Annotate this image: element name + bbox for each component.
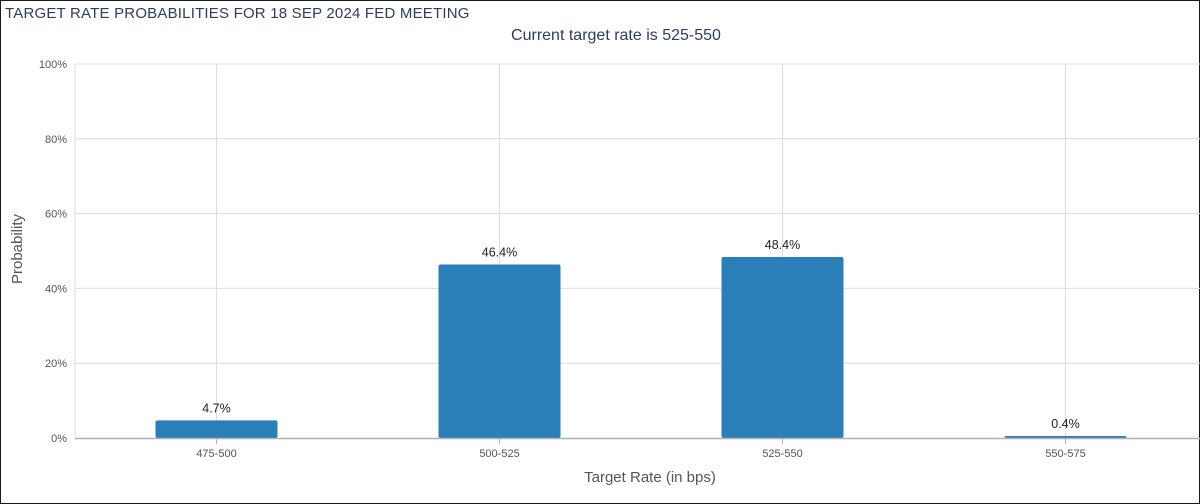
data-label: 48.4% <box>765 238 800 252</box>
y-tick-label: 80% <box>45 134 67 146</box>
chart-title: TARGET RATE PROBABILITIES FOR 18 SEP 202… <box>5 5 470 22</box>
data-labels: 4.7% 46.4% 48.4% 0.4% <box>202 238 1080 431</box>
y-axis-ticks: 0% 20% 40% 60% 80% 100% <box>39 59 67 445</box>
x-tick-label: 500-525 <box>479 448 519 460</box>
y-tick-label: 100% <box>39 59 67 71</box>
y-tick-label: 60% <box>45 209 67 221</box>
y-axis-title: Probability <box>9 213 26 284</box>
data-label: 46.4% <box>482 245 517 259</box>
y-tick-label: 20% <box>45 358 67 370</box>
data-label: 4.7% <box>202 401 231 415</box>
bar-550-575[interactable] <box>1004 436 1127 438</box>
x-tick-label: 475-500 <box>196 448 236 460</box>
grid-lines <box>74 63 1200 438</box>
x-axis-title: Target Rate (in bps) <box>584 469 716 486</box>
bar-525-550[interactable] <box>721 256 844 438</box>
data-label: 0.4% <box>1051 417 1080 431</box>
x-axis-ticks: 475-500 500-525 525-550 550-575 <box>196 438 1086 460</box>
bar-500-525[interactable] <box>438 264 561 438</box>
y-tick-label: 40% <box>45 283 67 295</box>
x-tick-label: 550-575 <box>1045 448 1085 460</box>
bars <box>155 256 1127 438</box>
bar-475-500[interactable] <box>155 420 278 438</box>
y-tick-label: 0% <box>51 433 67 445</box>
x-tick-label: 525-550 <box>762 448 802 460</box>
chart-subtitle: Current target rate is 525-550 <box>511 27 721 44</box>
